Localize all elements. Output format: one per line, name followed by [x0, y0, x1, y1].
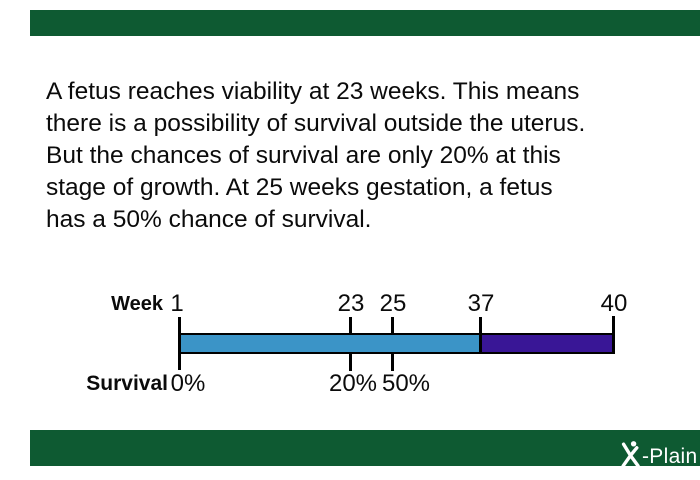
tick-week-40	[612, 316, 615, 354]
tick-week-23-top	[349, 317, 352, 334]
xplain-logo-text: -Plain	[642, 445, 698, 468]
body-text-line: But the chances of survival are only 20%…	[46, 142, 561, 169]
tick-week-25-top	[391, 317, 394, 334]
bottom-green-bar	[30, 430, 700, 466]
top-green-bar	[30, 10, 700, 36]
body-text-line: there is a possibility of survival outsi…	[46, 110, 586, 137]
tick-week-25-bottom	[391, 353, 394, 371]
week-tick-label-40: 40	[600, 290, 628, 317]
body-text-line: stage of growth. At 25 weeks gestation, …	[46, 174, 553, 201]
segment-weeks-1-to-37	[181, 335, 481, 352]
week-tick-label-1: 1	[170, 290, 184, 317]
body-text-line: A fetus reaches viability at 23 weeks. T…	[46, 78, 580, 105]
body-text: A fetus reaches viability at 23 weeks. T…	[46, 76, 666, 236]
xplain-person-icon	[621, 441, 640, 468]
week-axis-label: Week	[111, 293, 163, 315]
week-tick-label-37: 37	[467, 290, 495, 317]
week-tick-label-25: 25	[379, 290, 407, 317]
body-text-line: has a 50% chance of survival.	[46, 206, 372, 233]
survival-axis-label: Survival	[86, 372, 168, 395]
survival-label-20: 20%	[328, 370, 378, 397]
segment-weeks-37-to-40	[481, 335, 613, 352]
survival-label-0: 0%	[170, 370, 206, 397]
timeline-bar	[179, 333, 615, 354]
survival-label-50: 50%	[381, 370, 431, 397]
xplain-logo: -Plain	[621, 441, 698, 468]
tick-week-37	[479, 317, 482, 354]
tick-week-23-bottom	[349, 353, 352, 371]
week-tick-label-23: 23	[337, 290, 365, 317]
tick-week-1	[178, 317, 181, 370]
